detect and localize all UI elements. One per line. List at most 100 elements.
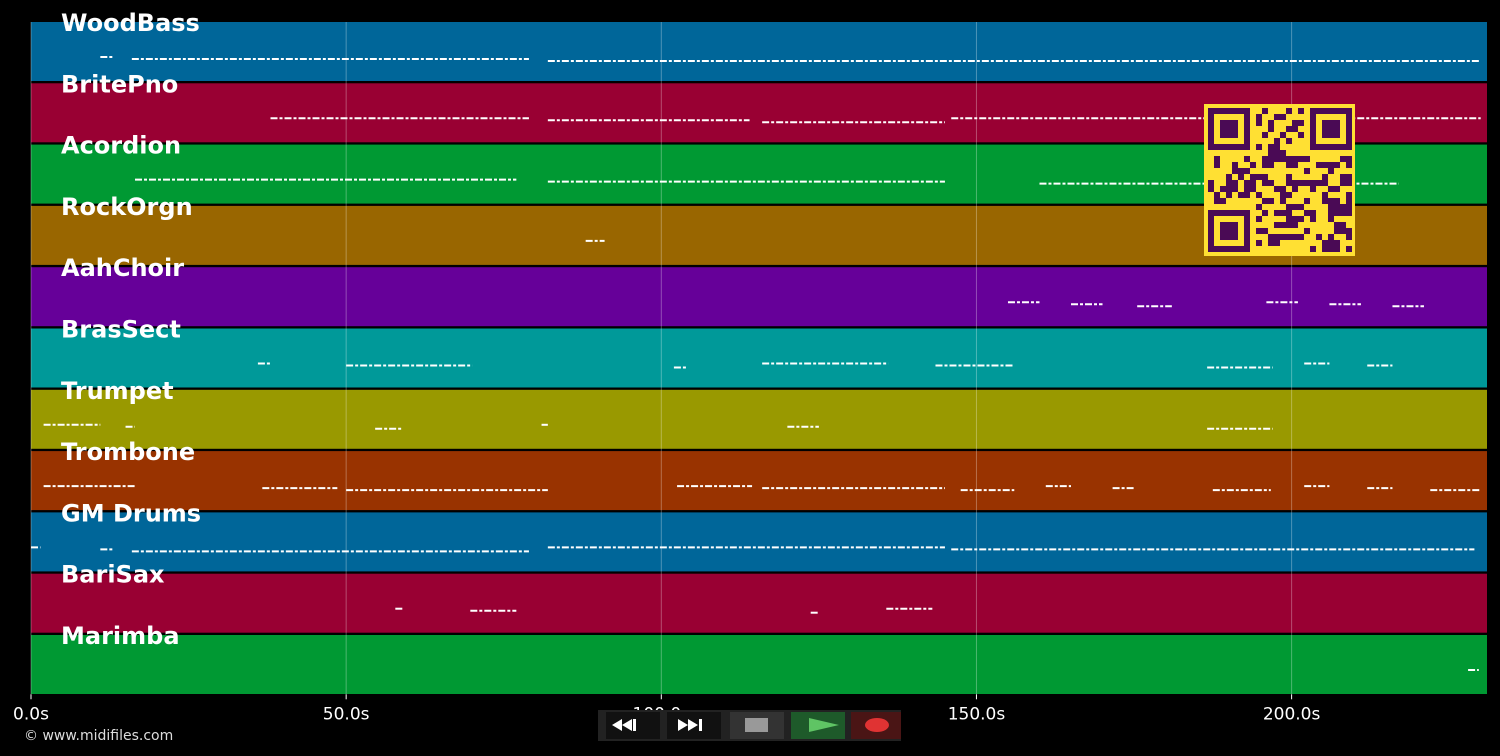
forward-button[interactable]: [667, 712, 721, 739]
qr-cell: [1280, 186, 1286, 192]
qr-cell: [1268, 198, 1274, 204]
qr-cell: [1268, 126, 1274, 132]
qr-cell: [1256, 192, 1262, 198]
qr-cell: [1262, 132, 1268, 138]
qr-cell: [1292, 234, 1298, 240]
qr-cell: [1274, 144, 1280, 150]
play-button[interactable]: [791, 712, 845, 739]
qr-cell: [1244, 156, 1250, 162]
qr-cell: [1304, 180, 1310, 186]
stop-button[interactable]: [730, 712, 784, 739]
qr-cell: [1346, 162, 1352, 168]
qr-cell: [1322, 162, 1328, 168]
qr-cell: [1328, 162, 1334, 168]
qr-cell: [1334, 246, 1340, 252]
qr-cell: [1346, 246, 1352, 252]
qr-finder: [1220, 222, 1238, 240]
qr-cell: [1286, 192, 1292, 198]
qr-cell: [1244, 180, 1250, 186]
qr-cell: [1328, 204, 1334, 210]
qr-cell: [1310, 180, 1316, 186]
qr-cell: [1226, 180, 1232, 186]
qr-cell: [1262, 108, 1268, 114]
track-name: BariSax: [61, 561, 165, 589]
qr-cell: [1292, 222, 1298, 228]
qr-cell: [1292, 216, 1298, 222]
qr-cell: [1346, 198, 1352, 204]
qr-cell: [1280, 156, 1286, 162]
track-band: [31, 267, 1487, 327]
qr-cell: [1328, 210, 1334, 216]
qr-cell: [1274, 186, 1280, 192]
track-name: Trumpet: [61, 377, 174, 405]
qr-cell: [1328, 234, 1334, 240]
rewind-button[interactable]: [606, 712, 660, 739]
qr-cell: [1340, 180, 1346, 186]
qr-cell: [1208, 186, 1214, 192]
qr-cell: [1310, 210, 1316, 216]
qr-cell: [1256, 240, 1262, 246]
qr-cell: [1256, 114, 1262, 120]
qr-cell: [1280, 150, 1286, 156]
qr-cell: [1292, 186, 1298, 192]
qr-cell: [1334, 162, 1340, 168]
qr-cell: [1310, 246, 1316, 252]
qr-cell: [1292, 156, 1298, 162]
qr-cell: [1274, 240, 1280, 246]
qr-cell: [1298, 234, 1304, 240]
qr-cell: [1298, 156, 1304, 162]
qr-cell: [1328, 198, 1334, 204]
qr-cell: [1268, 156, 1274, 162]
qr-cell: [1256, 216, 1262, 222]
qr-cell: [1322, 198, 1328, 204]
qr-cell: [1256, 144, 1262, 150]
qr-cell: [1262, 174, 1268, 180]
qr-cell: [1346, 228, 1352, 234]
qr-cell: [1298, 204, 1304, 210]
qr-cell: [1280, 198, 1286, 204]
qr-cell: [1286, 126, 1292, 132]
qr-cell: [1232, 180, 1238, 186]
qr-cell: [1328, 168, 1334, 174]
qr-cell: [1286, 108, 1292, 114]
qr-cell: [1334, 186, 1340, 192]
qr-cell: [1280, 132, 1286, 138]
x-tick-label: 150.0s: [948, 704, 1006, 724]
qr-cell: [1334, 204, 1340, 210]
qr-cell: [1232, 168, 1238, 174]
qr-cell: [1304, 210, 1310, 216]
qr-cell: [1316, 162, 1322, 168]
qr-cell: [1322, 246, 1328, 252]
track-name: RockOrgn: [61, 193, 193, 221]
qr-cell: [1232, 162, 1238, 168]
qr-cell: [1328, 240, 1334, 246]
qr-cell: [1304, 198, 1310, 204]
qr-cell: [1286, 156, 1292, 162]
qr-cell: [1286, 174, 1292, 180]
qr-cell: [1250, 174, 1256, 180]
qr-finder: [1220, 120, 1238, 138]
qr-cell: [1310, 216, 1316, 222]
qr-cell: [1286, 180, 1292, 186]
qr-finder: [1322, 120, 1340, 138]
qr-cell: [1250, 186, 1256, 192]
qr-cell: [1238, 192, 1244, 198]
qr-cell: [1334, 228, 1340, 234]
qr-cell: [1286, 204, 1292, 210]
qr-cell: [1310, 186, 1316, 192]
qr-cell: [1250, 162, 1256, 168]
qr-cell: [1346, 180, 1352, 186]
qr-cell: [1268, 144, 1274, 150]
qr-cell: [1346, 234, 1352, 240]
qr-cell: [1316, 234, 1322, 240]
record-button[interactable]: [851, 712, 901, 739]
x-tick-label: 50.0s: [323, 704, 370, 724]
qr-cell: [1322, 240, 1328, 246]
qr-cell: [1340, 222, 1346, 228]
qr-cell: [1280, 234, 1286, 240]
qr-cell: [1262, 180, 1268, 186]
track-band: [31, 573, 1487, 633]
qr-cell: [1292, 126, 1298, 132]
qr-cell: [1298, 108, 1304, 114]
qr-cell: [1334, 240, 1340, 246]
